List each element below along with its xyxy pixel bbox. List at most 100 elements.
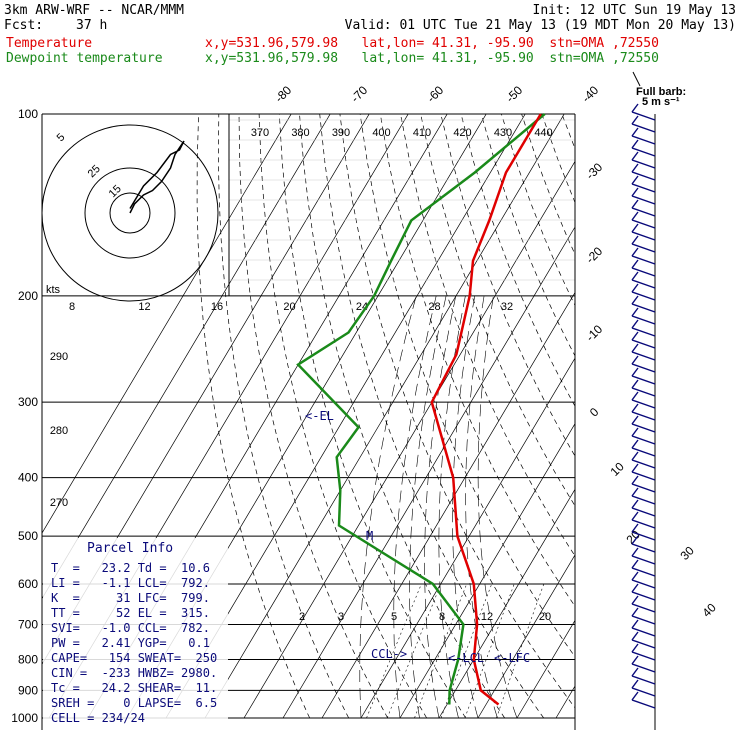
model-title: 3km ARW-WRF -- NCAR/MMM <box>4 3 185 18</box>
el-marker: <-EL <box>305 409 334 423</box>
isotherm-line <box>516 619 575 719</box>
wind-barb <box>631 511 656 529</box>
dewpoint-location: x,y=531.96,579.98 lat,lon= 41.31, -95.90… <box>205 51 659 66</box>
wind-barb <box>631 691 656 709</box>
wind-barb-staff <box>631 339 656 349</box>
wind-barb-staff <box>631 447 656 457</box>
wind-barb <box>631 187 656 205</box>
wind-barb-staff <box>631 687 656 697</box>
wind-barb-flag <box>631 151 639 161</box>
wind-barb-flag <box>631 691 639 701</box>
dry-adiabat-line <box>196 114 311 719</box>
wind-barb-flag <box>631 643 639 653</box>
dry-adiabat-line <box>400 114 575 557</box>
dewpoint-legend: Dewpoint temperature <box>6 51 163 66</box>
wind-barb-flag <box>631 331 639 341</box>
wind-barb <box>631 163 656 181</box>
wind-barb-staff <box>631 399 656 409</box>
dry-adiabat-line <box>480 114 575 357</box>
wind-barb-staff <box>631 603 656 613</box>
dry-adiabat-line <box>218 114 350 719</box>
wind-barb <box>631 631 656 649</box>
theta-label: 400 <box>372 127 390 139</box>
isotherm-line <box>438 488 575 719</box>
isotherm-line <box>42 114 331 600</box>
wind-barb-staff <box>631 231 656 241</box>
wind-barbs <box>631 103 656 709</box>
parcel-info-title: Parcel Info <box>87 541 173 556</box>
pressure-label: 500 <box>18 529 38 543</box>
wind-barb-flag <box>631 175 639 185</box>
wind-barb-staff <box>631 663 656 673</box>
wind-barb <box>631 247 656 265</box>
valid-time: Valid: 01 UTC Tue 21 May 13 (19 MDT Mon … <box>344 18 736 33</box>
theta-label: 420 <box>453 127 471 139</box>
hodograph-ring-label-15: 15 <box>107 183 124 200</box>
isotherm-line <box>595 114 740 718</box>
wind-barb <box>631 367 656 385</box>
wind-barb-flag <box>631 271 639 281</box>
dry-adiabat-line <box>339 114 575 709</box>
wind-barb-flag <box>631 295 639 305</box>
hodograph-speed-label: 16 <box>211 301 223 313</box>
parcel-info-row-cin: CIN = -233 HWBZ= 2980. <box>51 666 217 680</box>
wind-barb-staff <box>631 171 656 181</box>
isotherm-label: 10 <box>607 459 627 479</box>
hodograph-ring-label-25: 25 <box>86 163 103 180</box>
wind-barb-flag <box>631 187 639 197</box>
wind-barb-flag <box>631 307 639 317</box>
wind-barb-staff <box>631 375 656 385</box>
wind-barb <box>631 451 656 469</box>
forecast-label: Fcst: <box>4 18 44 33</box>
wind-barb <box>631 427 656 445</box>
pressure-label: 400 <box>18 471 38 485</box>
isotherm-line <box>282 226 575 719</box>
wind-barb-flag <box>631 235 639 245</box>
dry-adiabat-line <box>359 114 575 658</box>
wind-barb-staff <box>631 159 656 169</box>
hodograph-unit-label: kts <box>46 284 61 296</box>
lcl-marker: <-LCL <box>448 651 484 665</box>
isotherm-label: 40 <box>699 600 719 620</box>
wind-barb <box>631 199 656 217</box>
wind-barb-flag <box>631 127 639 137</box>
mixing-ratio-label: 12 <box>481 611 493 623</box>
isotherm-line <box>243 160 575 719</box>
wind-barb-flag <box>631 379 639 389</box>
dry-adiabat-line <box>501 114 575 307</box>
wind-barb <box>631 655 656 673</box>
mixing-ratio-label: 2 <box>299 611 305 623</box>
wind-barb <box>631 571 656 589</box>
theta-label: 380 <box>291 127 309 139</box>
wind-barb <box>631 487 656 505</box>
isotherm-line <box>634 114 740 718</box>
wind-barb <box>631 595 656 613</box>
wind-barb-flag <box>631 115 639 125</box>
wind-barb-staff <box>631 495 656 505</box>
hodograph-speed-label: 32 <box>501 301 513 313</box>
wind-barb <box>631 463 656 481</box>
wind-barb-staff <box>631 639 656 649</box>
dry-adiabat-line <box>623 114 740 718</box>
wind-barb-staff <box>631 699 656 709</box>
wind-barb <box>631 295 656 313</box>
wind-barb-flag <box>631 619 639 629</box>
wind-barb-staff <box>631 255 656 265</box>
wind-barb-staff <box>631 567 656 577</box>
wind-barb-flag <box>631 199 639 209</box>
wind-barb-flag <box>631 211 639 221</box>
wind-barb <box>631 547 656 565</box>
wind-barb-staff <box>631 279 656 289</box>
wind-barb-staff <box>631 291 656 301</box>
barb-legend-line2: 5 m s⁻¹ <box>642 96 680 108</box>
wind-barb-flag <box>631 487 639 497</box>
wind-barb-staff <box>631 327 656 337</box>
wind-barb <box>631 679 656 697</box>
dry-adiabat-line <box>460 114 575 407</box>
wind-barb-staff <box>631 195 656 205</box>
wind-barb-flag <box>631 451 639 461</box>
wind-barb-flag <box>631 607 639 617</box>
wind-barb-flag <box>631 631 639 641</box>
pressure-label: 600 <box>18 577 38 591</box>
isotherm-line <box>42 114 292 534</box>
